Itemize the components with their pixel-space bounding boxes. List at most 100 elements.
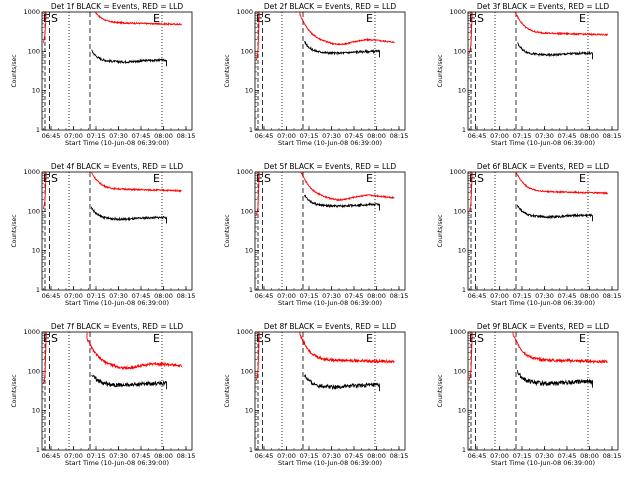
x-tick-label: 07:15 (87, 292, 106, 300)
y-axis-label: Counts/sec (224, 214, 231, 247)
panel-title: Det 3f BLACK = Events, RED = LLD (477, 2, 610, 11)
saa-marker: S (51, 12, 58, 25)
panel-title: Det 1f BLACK = Events, RED = LLD (51, 2, 184, 11)
x-tick-label: 07:30 (322, 292, 341, 300)
lld-series (515, 172, 608, 195)
lld-series (86, 332, 182, 371)
eclipse-end-marker: E (366, 12, 373, 25)
lld-series-pre (469, 172, 473, 212)
panel-2: Det 2f BLACK = Events, RED = LLD 1 10 100 10… (224, 2, 408, 147)
x-tick-label: 07:30 (109, 132, 128, 140)
eclipse-end-marker: E (153, 172, 160, 185)
events-series (91, 49, 167, 67)
lld-series-pre (256, 332, 260, 381)
x-axis-title: Start Time (10-Jun-08 06:39:00) (278, 459, 382, 467)
x-tick-label: 06:45 (468, 132, 487, 140)
lld-series-pre (256, 172, 260, 216)
eclipse-end-marker: E (579, 12, 586, 25)
y-axis-label: Counts/sec (11, 374, 18, 407)
lld-series-pre (256, 12, 260, 61)
plot-frame (467, 171, 619, 291)
eclipse-end-marker: E (579, 172, 586, 185)
events-series (304, 194, 380, 211)
y-tick-label: 10 (458, 407, 466, 415)
eclipse-start-marker: E (469, 12, 476, 25)
lld-series-pre (469, 332, 473, 381)
panel-7: Det 7f BLACK = Events, RED = LLD 1 10 100 10… (11, 322, 195, 467)
panel-1: Det 1f BLACK = Events, RED = LLD 1 10 100 10… (11, 2, 195, 147)
x-tick-label: 07:30 (109, 452, 128, 460)
x-tick-label: 07:15 (87, 132, 106, 140)
events-series (91, 206, 167, 224)
x-tick-label: 07:15 (513, 132, 532, 140)
x-tick-label: 07:00 (64, 452, 83, 460)
x-tick-label: 06:45 (42, 132, 61, 140)
y-axis-label: Counts/sec (224, 54, 231, 87)
lld-series (90, 172, 182, 193)
x-tick-label: 08:00 (580, 452, 599, 460)
lld-series (94, 12, 182, 27)
lld-series-pre (43, 332, 47, 384)
x-tick-label: 07:00 (277, 292, 296, 300)
y-axis-label: Counts/sec (224, 374, 231, 407)
y-tick-label: 1 (249, 286, 253, 294)
saa-marker: S (51, 172, 58, 185)
eclipse-start-marker: E (469, 172, 476, 185)
events-series (304, 373, 380, 392)
x-tick-label: 06:45 (42, 292, 61, 300)
saa-marker: S (264, 172, 271, 185)
x-axis-title: Start Time (10-Jun-08 06:39:00) (278, 139, 382, 147)
x-tick-label: 06:45 (255, 292, 274, 300)
lld-series-pre (469, 12, 473, 54)
lld-series-pre (43, 12, 47, 43)
x-tick-label: 07:45 (558, 452, 577, 460)
x-tick-label: 07:00 (277, 452, 296, 460)
y-tick-label: 1 (36, 286, 40, 294)
x-tick-label: 07:30 (322, 452, 341, 460)
x-axis-title: Start Time (10-Jun-08 06:39:00) (65, 299, 169, 307)
x-tick-label: 06:45 (42, 452, 61, 460)
x-tick-label: 07:00 (277, 132, 296, 140)
y-tick-label: 1000 (449, 328, 466, 336)
y-tick-label: 10 (458, 87, 466, 95)
lld-series (299, 12, 395, 46)
y-tick-label: 100 (241, 367, 253, 375)
plot-frame (254, 11, 406, 131)
y-axis-label: Counts/sec (437, 214, 444, 247)
x-axis-title: Start Time (10-Jun-08 06:39:00) (491, 299, 595, 307)
x-tick-label: 07:00 (64, 132, 83, 140)
panel-title: Det 7f BLACK = Events, RED = LLD (51, 322, 184, 331)
x-axis-title: Start Time (10-Jun-08 06:39:00) (65, 139, 169, 147)
y-tick-label: 1 (249, 446, 253, 454)
events-series (304, 41, 380, 58)
y-tick-label: 100 (241, 207, 253, 215)
y-tick-label: 10 (245, 407, 253, 415)
x-tick-label: 08:15 (603, 292, 622, 300)
events-series (517, 370, 593, 388)
saa-marker: S (264, 332, 271, 345)
x-tick-label: 07:45 (132, 132, 151, 140)
x-tick-label: 07:30 (535, 292, 554, 300)
panel-9: Det 9f BLACK = Events, RED = LLD 1 10 100 10… (437, 322, 621, 467)
saa-marker: S (477, 332, 484, 345)
x-tick-label: 07:45 (345, 292, 364, 300)
x-axis-title: Start Time (10-Jun-08 06:39:00) (491, 139, 595, 147)
y-tick-label: 1000 (449, 168, 466, 176)
y-tick-label: 10 (32, 247, 40, 255)
y-tick-label: 1000 (449, 8, 466, 16)
y-axis-label: Counts/sec (437, 54, 444, 87)
x-tick-label: 07:15 (300, 292, 319, 300)
events-series (91, 374, 167, 390)
x-tick-label: 07:30 (322, 132, 341, 140)
y-axis-label: Counts/sec (11, 214, 18, 247)
eclipse-end-marker: E (579, 332, 586, 345)
x-tick-label: 07:45 (132, 452, 151, 460)
x-tick-label: 07:15 (300, 452, 319, 460)
x-tick-label: 07:45 (558, 292, 577, 300)
x-tick-label: 08:15 (177, 292, 196, 300)
x-tick-label: 08:00 (154, 292, 173, 300)
y-tick-label: 1000 (236, 168, 253, 176)
saa-marker: S (264, 12, 271, 25)
x-tick-label: 07:45 (345, 132, 364, 140)
x-tick-label: 08:15 (603, 132, 622, 140)
